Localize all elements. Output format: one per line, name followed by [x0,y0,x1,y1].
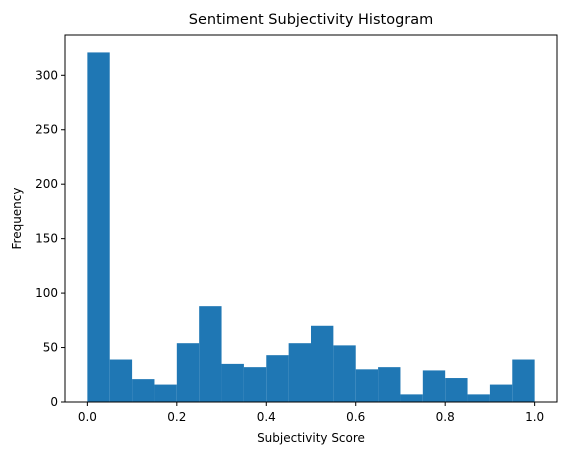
bars-layer [87,52,535,403]
histogram-bar [311,325,334,402]
y-tick-label: 200 [35,177,58,191]
histogram-bar [512,359,535,402]
histogram-bar [266,355,289,402]
histogram-bar [355,369,379,402]
y-tick-label: 150 [35,232,58,246]
histogram-bar [199,306,222,402]
histogram-bar [87,52,110,403]
y-tick-label: 100 [35,286,58,300]
chart-title: Sentiment Subjectivity Histogram [189,12,434,28]
histogram-bar [243,367,267,402]
x-tick-label: 0.2 [167,410,186,424]
histogram-bar [132,379,155,402]
x-axis-ticks: 0.0 0.2 0.4 0.6 0.8 1.0 [78,402,544,424]
x-tick-label: 1.0 [525,410,544,424]
histogram-bar [154,384,177,402]
x-tick-label: 0.0 [78,410,97,424]
x-axis-label: Subjectivity Score [257,431,365,445]
x-tick-label: 0.6 [346,410,365,424]
x-tick-label: 0.4 [257,410,276,424]
x-tick-label: 0.8 [436,410,455,424]
histogram-bar [489,384,513,402]
histogram-bar [378,367,401,402]
histogram-bar [467,394,490,402]
histogram-bar [422,370,446,402]
y-tick-label: 0 [50,395,58,409]
histogram-bar [288,343,311,402]
y-axis-label: Frequency [10,188,24,250]
histogram-bar [400,394,423,402]
histogram-bar [333,345,356,402]
histogram-bar [109,359,133,402]
histogram-bar [176,343,200,402]
y-axis-ticks: 0 50 100 150 200 250 300 [35,68,65,409]
histogram-bar [221,363,244,402]
y-tick-label: 250 [35,123,58,137]
plot-frame [64,34,558,403]
histogram-bar [445,378,468,402]
y-tick-label: 300 [35,68,58,82]
y-tick-label: 50 [43,341,58,355]
